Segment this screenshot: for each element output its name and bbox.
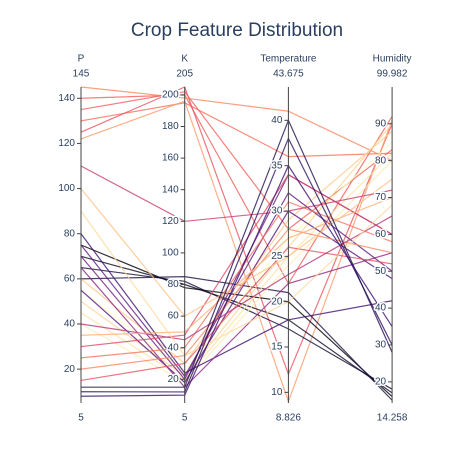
tick-label: 20 [375, 376, 387, 387]
tick-label: 20 [168, 374, 180, 385]
tick-label: 80 [168, 279, 180, 290]
axis-label: Temperature [260, 54, 317, 65]
range-min-label: 5 [78, 413, 84, 424]
tick-label: 20 [271, 296, 283, 307]
tick-label: 40 [375, 303, 387, 314]
axis-label: Humidity [373, 54, 412, 65]
axis-label: P [78, 54, 85, 65]
tick-label: 80 [375, 155, 387, 166]
tick-label: 180 [162, 121, 179, 132]
data-line [80, 255, 393, 394]
tick-label: 140 [58, 93, 75, 104]
data-line [80, 201, 393, 359]
tick-label: 15 [271, 342, 283, 353]
tick-label: 60 [64, 273, 76, 284]
data-line [80, 178, 393, 317]
tick-label: 100 [162, 248, 179, 259]
tick-label: 40 [271, 115, 283, 126]
range-min-label: 5 [182, 413, 188, 424]
data-line [80, 100, 393, 404]
tick-label: 140 [162, 184, 179, 195]
data-line [80, 91, 393, 230]
tick-label: 10 [271, 387, 283, 398]
tick-label: 200 [162, 90, 179, 101]
lines-layer [80, 86, 393, 404]
data-line [80, 86, 393, 376]
data-line [80, 86, 393, 162]
data-line [80, 102, 393, 158]
tick-label: 60 [375, 229, 387, 240]
tick-label: 60 [168, 311, 180, 322]
tick-label: 160 [162, 153, 179, 164]
tick-label: 50 [375, 266, 387, 277]
range-max-label: 205 [176, 69, 193, 80]
data-line [80, 137, 393, 393]
range-max-label: 43.675 [273, 69, 304, 80]
range-min-label: 14.258 [377, 413, 408, 424]
tick-label: 25 [271, 251, 283, 262]
data-line [80, 123, 393, 377]
tick-label: 100 [58, 183, 75, 194]
data-line [80, 246, 393, 382]
tick-label: 120 [162, 216, 179, 227]
tick-label: 70 [375, 192, 387, 203]
tick-label: 35 [271, 160, 283, 171]
data-line [80, 165, 393, 222]
tick-label: 120 [58, 138, 75, 149]
axes-layer: P 145 5 20 40 60 80 100 120 140 K 205 5 20 40 60 80 100 12… [57, 54, 412, 424]
chart-title: Crop Feature Distribution [131, 20, 343, 41]
range-max-label: 99.982 [377, 69, 408, 80]
data-line [81, 118, 393, 388]
data-line [80, 204, 393, 357]
tick-label: 40 [168, 342, 180, 353]
tick-label: 80 [64, 228, 76, 239]
tick-label: 20 [64, 364, 76, 375]
tick-label: 40 [64, 319, 76, 330]
data-line [80, 244, 393, 398]
range-max-label: 145 [73, 69, 90, 80]
data-line [80, 252, 393, 389]
tick-label: 30 [271, 206, 283, 217]
data-line [80, 233, 393, 374]
axis-label: K [181, 54, 188, 65]
data-line [80, 164, 393, 397]
tick-label: 90 [375, 118, 387, 129]
range-min-label: 8.826 [276, 413, 301, 424]
tick-label: 30 [375, 340, 387, 351]
